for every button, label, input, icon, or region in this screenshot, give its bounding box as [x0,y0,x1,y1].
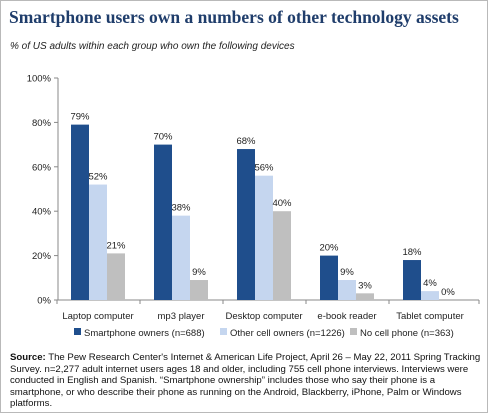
x-tick-label: e-book reader [317,311,376,322]
data-label: 38% [171,203,191,214]
data-label: 0% [441,287,455,298]
data-label: 18% [402,247,422,258]
x-tick-label: Tablet computer [396,311,464,322]
bar [338,280,356,300]
data-label: 9% [192,267,206,278]
bar [89,184,107,300]
legend-swatch [350,328,357,335]
data-label: 21% [106,240,126,251]
chart-title: Smartphone users own a numbers of other … [9,7,459,27]
data-label: 56% [254,163,274,174]
bar [107,253,125,300]
source-text: The Pew Research Center's Internet & Ame… [10,352,481,410]
bar [190,280,208,300]
bar [154,144,172,300]
data-label: 70% [153,132,173,143]
bar [71,124,89,301]
source-note: Source: The Pew Research Center's Intern… [10,352,482,410]
bar [320,255,338,300]
source-label: Source: [10,352,46,363]
legend-swatch [220,328,227,335]
data-label: 3% [358,280,372,291]
legend-swatch [74,328,81,335]
data-label: 68% [236,136,256,147]
data-label: 79% [70,112,90,123]
y-tick-label: 40% [32,207,52,218]
data-label: 9% [340,267,354,278]
x-tick-label: Laptop computer [62,311,133,322]
y-tick-label: 20% [32,251,52,262]
bar-chart: 0% 20% 40% 60% 80% 100% 79% 52% 21% Laptop comput… [27,74,480,339]
bar [403,260,421,300]
x-tick-label: mp3 player [158,311,205,322]
chart-subtitle: % of US adults within each group who own… [10,41,295,52]
bar [273,211,291,300]
data-label: 20% [319,243,339,254]
bar [172,215,190,300]
data-label: 4% [423,278,437,289]
y-tick-label: 0% [37,296,51,307]
legend-label: Smartphone owners (n=688) [84,328,205,339]
y-tick-label: 80% [32,118,52,129]
x-tick-label: Desktop computer [225,311,302,322]
bar [255,175,273,300]
bar [356,293,374,300]
y-tick-label: 100% [27,74,52,85]
data-label: 52% [88,172,108,183]
legend-label: Other cell owners (n=1226) [230,328,345,339]
y-tick-label: 60% [32,162,52,173]
data-label: 40% [272,198,292,209]
bar [421,291,439,300]
legend-label: No cell phone (n=363) [360,328,454,339]
bar [237,149,255,300]
